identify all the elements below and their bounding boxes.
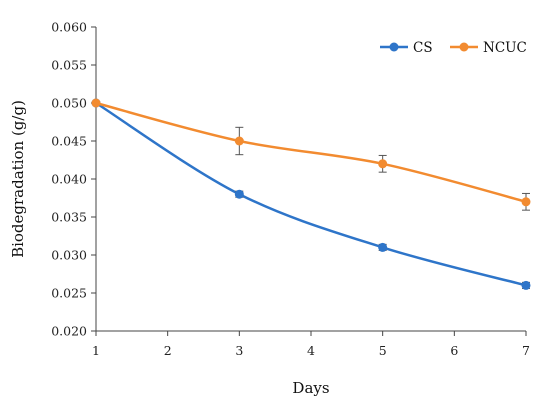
series-layer	[91, 98, 531, 290]
legend-marker-ncuc	[459, 42, 469, 52]
data-point-ncuc	[521, 197, 531, 207]
y-tick-label: 0.055	[51, 58, 87, 73]
y-axis-ticks: 0.020 0.025 0.030 0.035 0.040 0.045 0.050 0.055…	[51, 20, 96, 339]
data-point-ncuc	[91, 98, 101, 108]
x-axis-ticks: 1 2 3 4 5 6 7	[92, 331, 530, 358]
x-tick-label: 5	[379, 343, 387, 358]
legend: CS NCUC	[380, 40, 527, 56]
y-tick-label: 0.045	[51, 134, 87, 149]
y-tick-label: 0.050	[51, 96, 87, 111]
series-cs	[91, 98, 531, 290]
x-tick-label: 2	[164, 343, 172, 358]
y-tick-label: 0.020	[51, 324, 87, 339]
legend-label-ncuc: NCUC	[483, 40, 527, 56]
legend-marker-cs	[389, 42, 399, 52]
legend-label-cs: CS	[413, 40, 433, 56]
y-tick-label: 0.040	[51, 172, 87, 187]
data-point-cs	[521, 280, 531, 290]
series-line-cs	[95, 101, 527, 287]
x-tick-label: 3	[235, 343, 243, 358]
y-tick-label: 0.030	[51, 248, 87, 263]
x-tick-label: 7	[522, 343, 530, 358]
y-tick-label: 0.060	[51, 20, 87, 35]
x-tick-label: 4	[307, 343, 315, 358]
data-point-ncuc	[234, 136, 244, 146]
y-axis-title: Biodegradation (g/g)	[9, 100, 27, 258]
series-line-ncuc	[95, 101, 527, 204]
y-tick-label: 0.025	[51, 286, 87, 301]
x-axis-title: Days	[292, 379, 329, 397]
data-point-ncuc	[378, 159, 388, 169]
series-ncuc	[91, 98, 531, 211]
data-point-cs	[378, 242, 388, 252]
data-point-cs	[234, 189, 244, 199]
x-tick-label: 6	[450, 343, 458, 358]
y-tick-label: 0.035	[51, 210, 87, 225]
x-tick-label: 1	[92, 343, 100, 358]
